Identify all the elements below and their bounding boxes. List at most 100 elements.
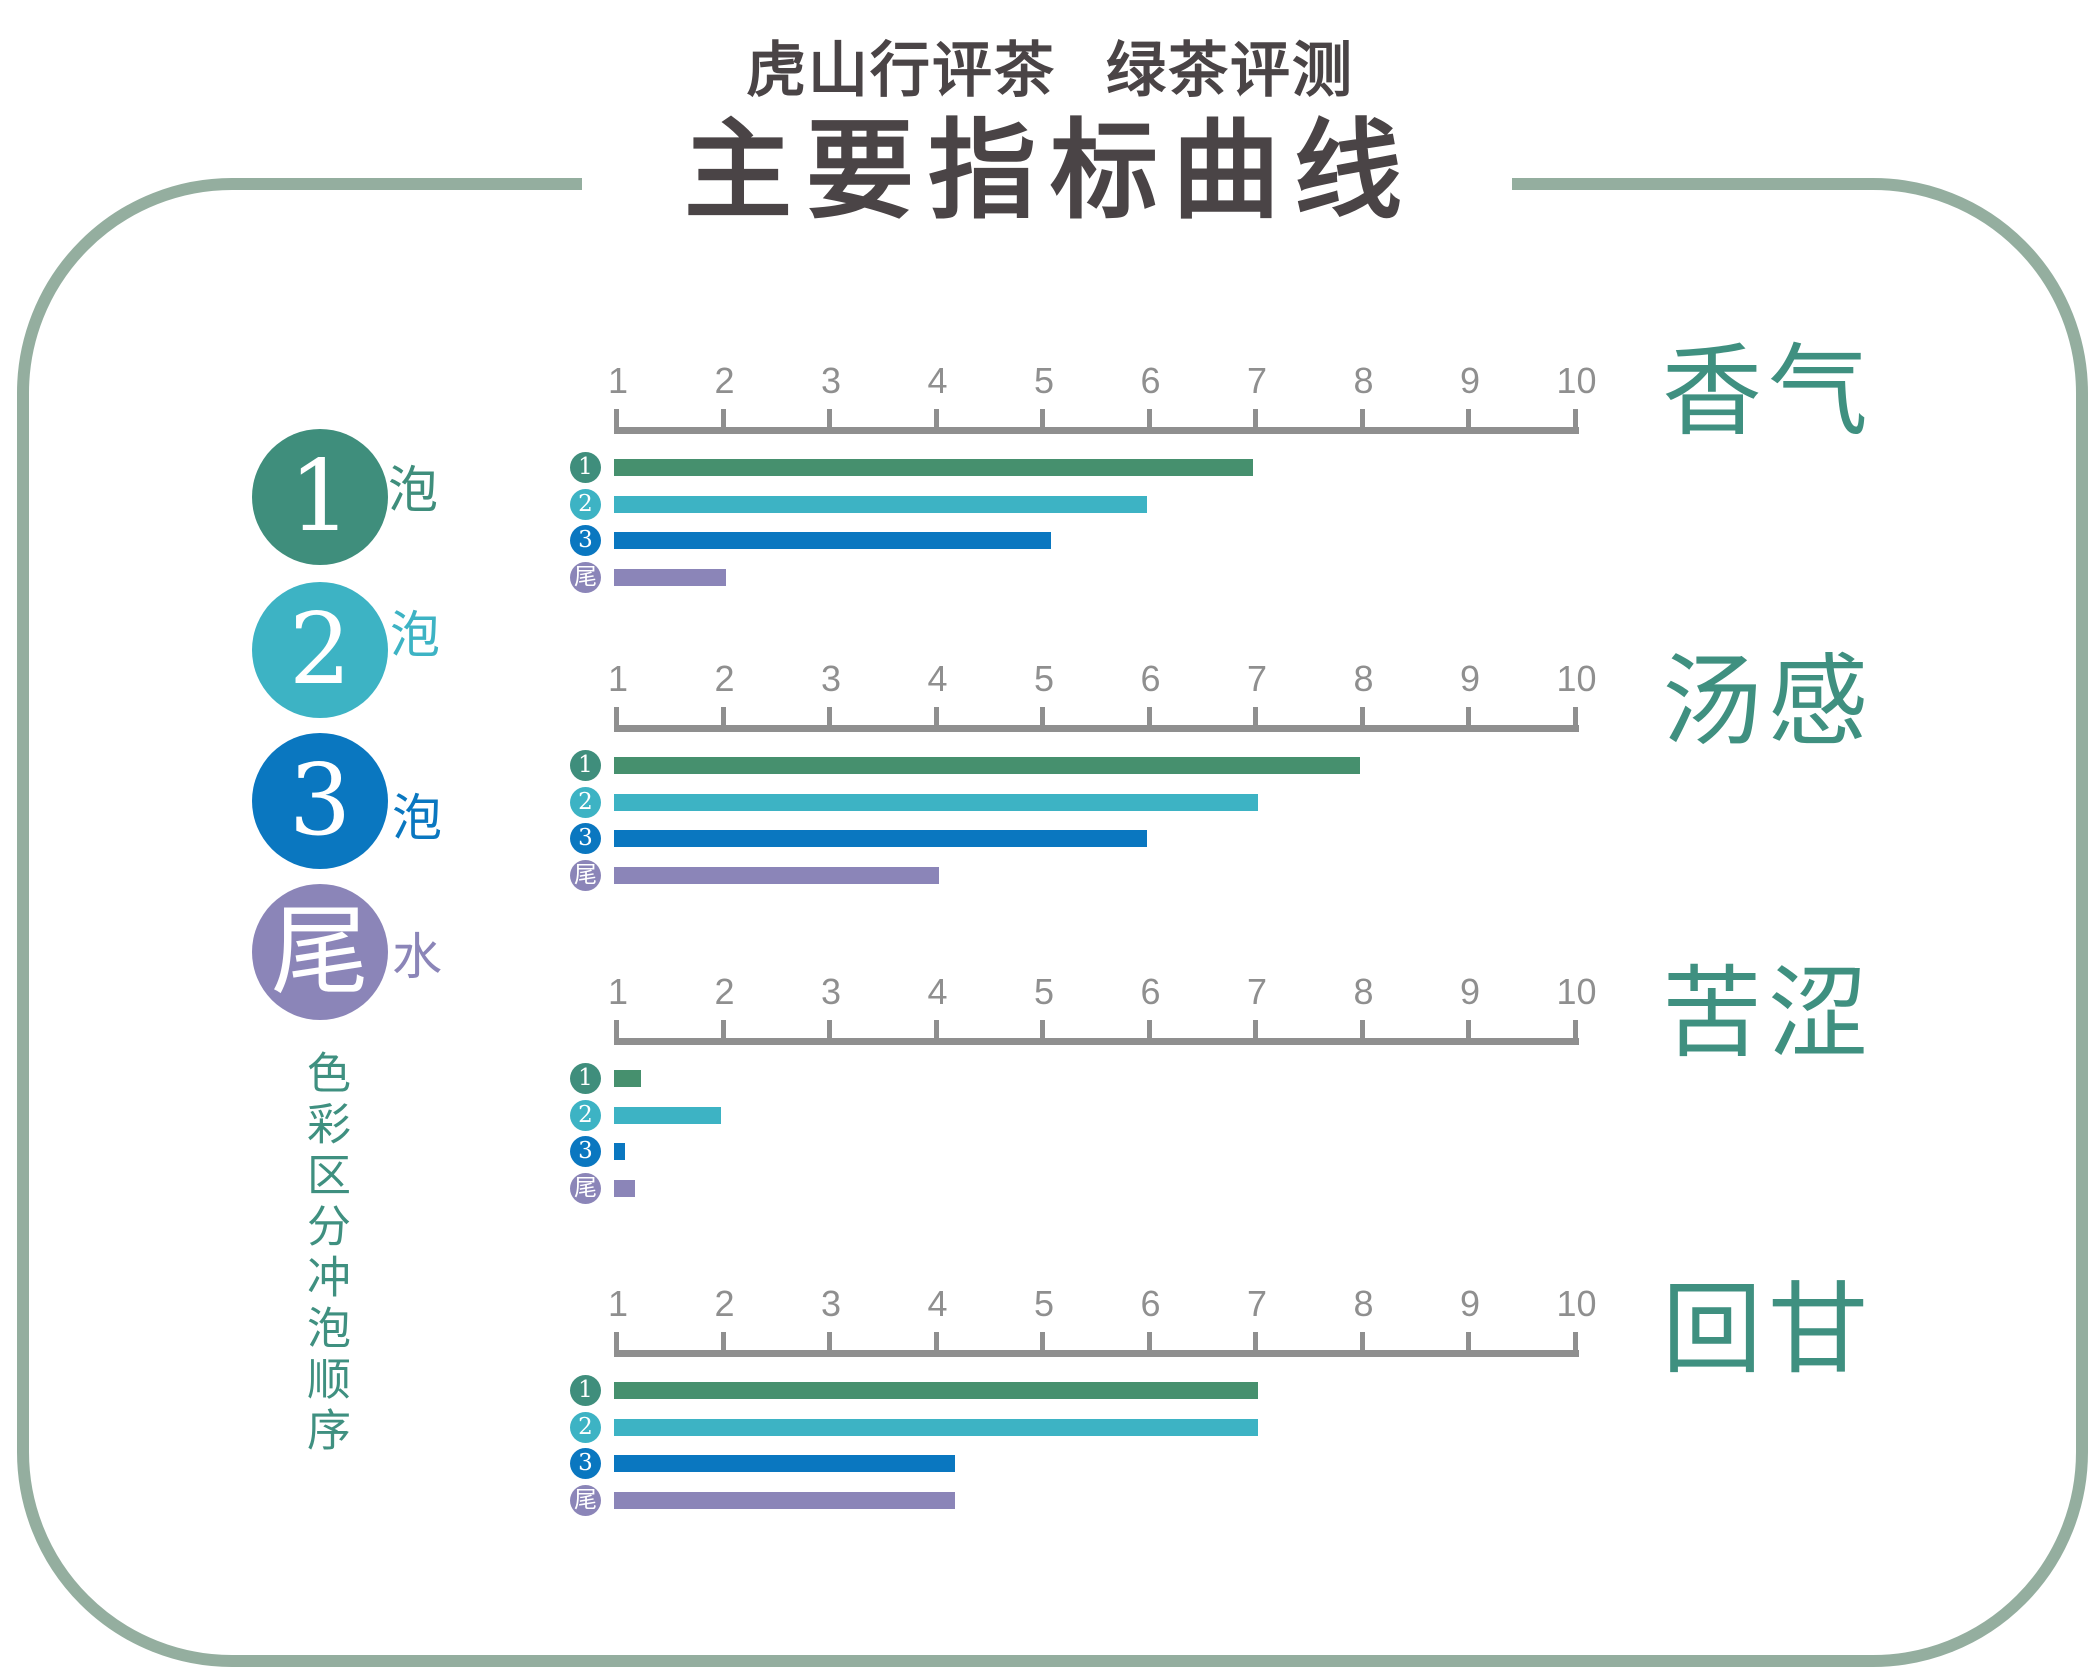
x-axis-tick-label: 10 [1556, 360, 1597, 401]
x-axis-line [614, 1350, 1579, 1357]
x-axis-tick-label: 1 [607, 658, 629, 699]
x-axis-tick-label: 10 [1556, 971, 1597, 1012]
chart-panel-bitterness: 1 2 3 4 5 6 7 8 9 10 1 2 3 尾 [560, 961, 2060, 1221]
x-axis-tick-label: 1 [607, 1283, 629, 1324]
x-axis-tick [1253, 1020, 1258, 1042]
x-axis-tick [614, 1332, 619, 1354]
x-axis-tick-label: 9 [1459, 360, 1481, 401]
x-axis-tick [1359, 409, 1365, 431]
bar-1泡 [614, 757, 1360, 774]
x-axis-tick [1253, 409, 1258, 431]
chart-panel-mouthfeel: 1 2 3 4 5 6 7 8 9 10 1 2 3 尾 [560, 648, 2060, 908]
legend-badge-round3: 3 [252, 733, 388, 869]
x-axis-tick-label: 2 [714, 360, 735, 401]
x-axis-tick-label: 4 [927, 360, 948, 401]
x-axis-tick-label: 3 [820, 1283, 842, 1324]
x-axis-tick [1572, 707, 1578, 729]
series-badge: 2 [570, 1099, 601, 1131]
x-axis-tick [1040, 1020, 1045, 1042]
series-badge: 3 [570, 1448, 601, 1479]
bar-1泡 [614, 459, 1253, 476]
x-axis-tick-label: 5 [1033, 658, 1055, 699]
x-axis-tick-label: 1 [607, 360, 629, 401]
x-axis-tick [1040, 707, 1045, 729]
x-axis-tick-label: 5 [1033, 971, 1055, 1012]
bar-尾水 [614, 866, 939, 884]
x-axis-tick-label: 6 [1140, 360, 1161, 401]
series-badge: 1 [570, 452, 601, 483]
x-axis-tick [1466, 1332, 1471, 1354]
x-axis-tick [827, 1020, 832, 1042]
x-axis-tick-label: 8 [1353, 1283, 1374, 1324]
x-axis-tick [827, 1332, 832, 1354]
frame-title-gap [582, 170, 1512, 200]
x-axis-tick-label: 2 [714, 971, 735, 1012]
category-label-aroma: 香气 [1662, 333, 1874, 450]
x-axis-tick-label: 6 [1140, 971, 1161, 1012]
page-title: 主要指标曲线 [683, 109, 1416, 234]
bar-2泡 [614, 793, 1259, 811]
x-axis-tick [614, 1020, 619, 1042]
series-badge: 2 [570, 1411, 601, 1443]
x-axis-tick-label: 2 [714, 1283, 735, 1324]
x-axis-tick-label: 6 [1140, 1283, 1161, 1324]
x-axis-tick-label: 7 [1246, 658, 1268, 699]
x-axis-tick-label: 3 [820, 360, 842, 401]
legend-suffix-round3: 泡 [392, 789, 442, 847]
chart-panel-aftertaste: 1 2 3 4 5 6 7 8 9 10 1 2 3 尾 [560, 1273, 2060, 1533]
x-axis-tick-label: 4 [927, 658, 948, 699]
x-axis-tick [1572, 1020, 1578, 1042]
x-axis-tick [827, 409, 832, 431]
x-axis-tick-label: 5 [1033, 360, 1055, 401]
legend-note: 色彩区分冲泡顺序 [299, 1050, 350, 1458]
series-badge: 3 [570, 823, 601, 854]
x-axis-tick [1253, 707, 1258, 729]
x-axis-tick [1146, 1332, 1152, 1354]
category-label-aftertaste: 回甘 [1662, 1271, 1874, 1388]
subtitle-left: 虎山行评茶 [746, 36, 1056, 106]
bar-尾水 [614, 568, 726, 586]
legend-suffix-round1: 泡 [388, 461, 438, 519]
x-axis-tick-label: 9 [1459, 1283, 1481, 1324]
series-badge: 1 [570, 750, 601, 781]
bar-尾水 [614, 1179, 636, 1197]
series-badge: 2 [570, 786, 601, 818]
x-axis-tick-label: 5 [1033, 1283, 1055, 1324]
x-axis-tick-label: 10 [1556, 658, 1597, 699]
x-axis-tick [1466, 409, 1471, 431]
x-axis-tick [1146, 1020, 1152, 1042]
page-subtitle: 虎山行评茶 绿茶评测 [0, 22, 2100, 109]
x-axis-tick [933, 1332, 939, 1354]
x-axis-tick [1146, 707, 1152, 729]
x-axis-tick [933, 707, 939, 729]
legend-badge-round2: 2 [252, 582, 388, 718]
x-axis-tick [720, 707, 726, 729]
x-axis-tick-label: 7 [1246, 1283, 1268, 1324]
x-axis-tick-label: 3 [820, 658, 842, 699]
series-badge: 3 [570, 1136, 601, 1167]
x-axis-tick [1253, 1332, 1258, 1354]
x-axis-tick-label: 8 [1353, 971, 1374, 1012]
x-axis-tick [720, 409, 726, 431]
x-axis-tick [1040, 1332, 1045, 1354]
x-axis-tick [933, 409, 939, 431]
series-badge: 1 [570, 1063, 601, 1094]
x-axis-tick [1146, 409, 1152, 431]
x-axis-tick [933, 1020, 939, 1042]
series-badge: 尾 [570, 1484, 601, 1516]
x-axis-tick [720, 1332, 726, 1354]
x-axis-line [614, 725, 1579, 732]
series-badge: 3 [570, 525, 601, 556]
bar-3泡 [614, 1143, 625, 1160]
legend-suffix-tail: 水 [392, 928, 442, 986]
x-axis-tick-label: 9 [1459, 658, 1481, 699]
category-label-mouthfeel: 汤感 [1662, 643, 1874, 760]
series-badge: 尾 [570, 1172, 601, 1204]
x-axis-tick [720, 1020, 726, 1042]
bar-尾水 [614, 1491, 955, 1509]
legend-badge-round1: 1 [252, 429, 388, 565]
bar-1泡 [614, 1382, 1259, 1399]
x-axis-tick [1359, 707, 1365, 729]
legend-badge-tail: 尾 [252, 884, 388, 1020]
x-axis-tick-label: 4 [927, 1283, 948, 1324]
